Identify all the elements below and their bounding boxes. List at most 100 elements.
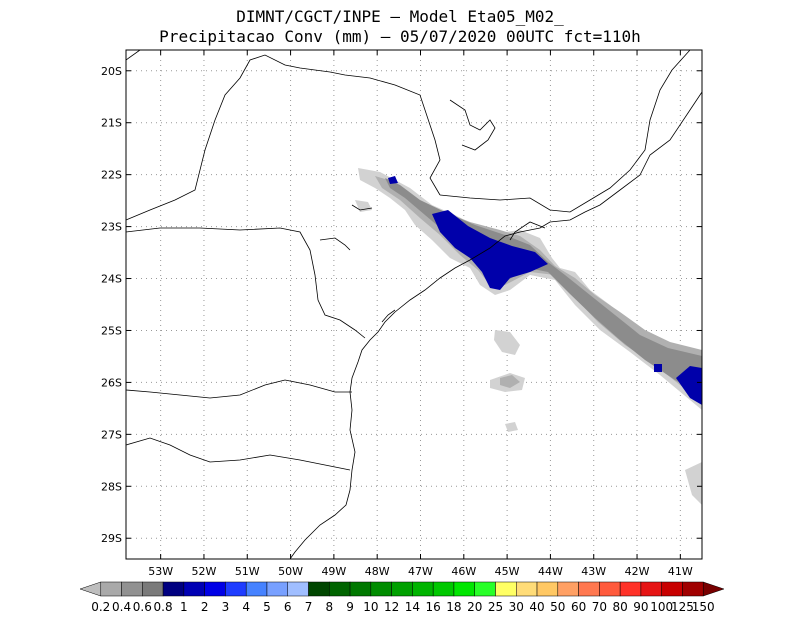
colorbar-arrow-high — [702, 581, 725, 597]
colorbar-swatch — [391, 581, 413, 597]
state-border-sp-pr — [126, 227, 366, 339]
lon-tick-label: 41W — [668, 565, 693, 578]
lon-tick-label: 46W — [451, 565, 476, 578]
lat-tick-label: 23S — [101, 221, 122, 234]
colorbar-label: 60 — [571, 600, 586, 614]
colorbar-label: 1 — [180, 600, 188, 614]
precipitation-field — [355, 168, 702, 505]
colorbar-label: 30 — [509, 600, 524, 614]
colorbar-label: 80 — [612, 600, 627, 614]
colorbar-label: 4 — [242, 600, 250, 614]
colorbar-label: 0.8 — [154, 600, 173, 614]
colorbar-label: 6 — [284, 600, 292, 614]
lon-tick-label: 53W — [148, 565, 173, 578]
lat-tick-label: 20S — [101, 65, 122, 78]
colorbar-swatch — [557, 581, 579, 597]
colorbar-label: 2 — [201, 600, 209, 614]
colorbar-swatch — [453, 581, 475, 597]
precip-light-blob-1 — [494, 330, 520, 355]
map-axes: 53W 52W 51W 50W 49W 48W 47W 46W 45W 44W 43W 42W 41W 2… — [101, 50, 702, 578]
precip-heavy-core-east — [676, 366, 702, 405]
colorbar-label: 25 — [488, 600, 503, 614]
colorbar-label: 0.4 — [112, 600, 131, 614]
colorbar-swatch — [370, 581, 392, 597]
colorbar-label: 125 — [671, 600, 694, 614]
colorbar-label: 10 — [363, 600, 378, 614]
reservoir-3 — [351, 204, 373, 211]
state-border-sp-mg — [126, 54, 441, 221]
colorbar-label: 20 — [467, 600, 482, 614]
state-border-west — [126, 50, 141, 61]
lon-tick-label: 43W — [581, 565, 606, 578]
colorbar-swatch — [412, 581, 434, 597]
chart-title-line-1: DIMNT/CGCT/INPE – Model Eta05_M02_ — [236, 7, 564, 26]
lat-tick-label: 25S — [101, 324, 122, 337]
colorbar-label: 50 — [550, 600, 565, 614]
colorbar-label: 18 — [446, 600, 461, 614]
lon-tick-label: 45W — [495, 565, 520, 578]
colorbar-swatch — [474, 581, 496, 597]
colorbar-arrow-low — [79, 581, 102, 597]
colorbar-label: 7 — [305, 600, 313, 614]
colorbar-swatch — [661, 581, 683, 597]
colorbar-swatch — [349, 581, 372, 597]
colorbar-swatch — [308, 581, 330, 597]
lat-tick-label: 28S — [101, 480, 122, 493]
colorbar-swatch — [578, 581, 600, 597]
lon-tick-label: 48W — [365, 565, 390, 578]
state-border-sc-rs — [126, 437, 351, 471]
lat-tick-label: 22S — [101, 169, 122, 182]
lat-tick-label: 26S — [101, 376, 122, 389]
precip-heavy-dot — [654, 364, 662, 372]
colorbar-swatch — [142, 581, 164, 597]
colorbar-label: 3 — [222, 600, 230, 614]
colorbar-label: 16 — [426, 600, 441, 614]
state-border-rj-sp — [509, 221, 546, 241]
lon-tick-label: 52W — [192, 565, 217, 578]
coastline — [289, 91, 702, 559]
map-frame — [125, 49, 703, 560]
colorbar-label: 5 — [263, 600, 271, 614]
colorbar-swatch — [329, 581, 351, 597]
reservoir-1 — [449, 99, 496, 151]
colorbar-swatch — [204, 581, 226, 597]
colorbar-label: 0.6 — [133, 600, 152, 614]
lat-tick-label: 24S — [101, 273, 122, 286]
colorbar-label: 0.2 — [91, 600, 110, 614]
colorbar-swatch — [682, 581, 704, 597]
lon-tick-label: 49W — [321, 565, 346, 578]
lon-tick-label: 47W — [408, 565, 433, 578]
lon-tick-label: 51W — [235, 565, 260, 578]
colorbar-label: 100 — [650, 600, 673, 614]
colorbar-swatch — [640, 581, 662, 597]
precip-light-blob-5 — [355, 200, 372, 212]
colorbar-label: 70 — [592, 600, 607, 614]
chart-title-line-2: Precipitacao Conv (mm) – 05/07/2020 00UT… — [159, 27, 641, 46]
colorbar-swatch — [121, 581, 143, 597]
colorbar-label: 9 — [346, 600, 354, 614]
colorbar-swatch — [100, 581, 122, 597]
colorbar-label: 12 — [384, 600, 399, 614]
precip-light-blob-3 — [505, 422, 518, 432]
colorbar-swatch — [266, 581, 288, 597]
colorbar-label: 40 — [529, 600, 544, 614]
colorbar-label: 150 — [692, 600, 715, 614]
colorbar-swatch — [599, 581, 621, 597]
lat-tick-label: 27S — [101, 428, 122, 441]
colorbar-swatch — [619, 581, 642, 597]
precip-heavy-core-small — [388, 176, 398, 184]
state-border-pr-sc — [126, 379, 352, 399]
lat-lon-grid — [126, 50, 702, 559]
colorbar-swatch — [225, 581, 247, 597]
political-boundaries — [126, 50, 702, 559]
precip-mid-blob — [500, 375, 520, 388]
colorbar-label: 8 — [325, 600, 333, 614]
colorbar-swatch — [516, 581, 538, 597]
colorbar: 0.2 0.4 0.6 0.8 1 2 3 4 5 6 7 8 9 10 12 14 16 18 20 25 30 40 5… — [79, 581, 725, 614]
precip-dark-band — [385, 178, 702, 395]
state-border-mg-rj — [439, 50, 691, 213]
colorbar-swatch — [183, 581, 205, 597]
lon-tick-label: 44W — [538, 565, 563, 578]
colorbar-swatch — [536, 581, 559, 597]
